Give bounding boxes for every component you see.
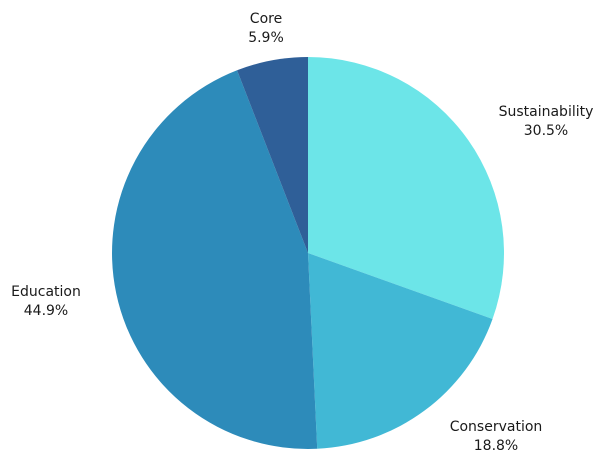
slices-layer (112, 57, 505, 449)
slice-category-label: Conservation (450, 419, 543, 435)
slice-category-label: Education (11, 284, 81, 300)
pie-slice-conservation (308, 253, 493, 449)
slice-category-label: Core (250, 11, 282, 27)
slice-category-label: Sustainability (499, 104, 594, 120)
pie-slice-education (112, 70, 318, 449)
labels-layer: Sustainability 30.5% Conservation 18.8% Educ… (11, 11, 593, 454)
slice-percent-label: 18.8% (474, 438, 518, 454)
slice-label-conservation: Conservation 18.8% (450, 419, 543, 454)
slice-percent-label: 44.9% (24, 303, 68, 319)
pie-slice-sustainability (308, 57, 505, 320)
pie-slice-core (237, 57, 308, 253)
slice-percent-label: 5.9% (248, 30, 284, 46)
slice-label-core: Core 5.9% (248, 11, 284, 46)
slice-label-sustainability: Sustainability 30.5% (499, 104, 594, 139)
slice-label-education: Education 44.9% (11, 284, 81, 319)
slice-percent-label: 30.5% (524, 123, 568, 139)
